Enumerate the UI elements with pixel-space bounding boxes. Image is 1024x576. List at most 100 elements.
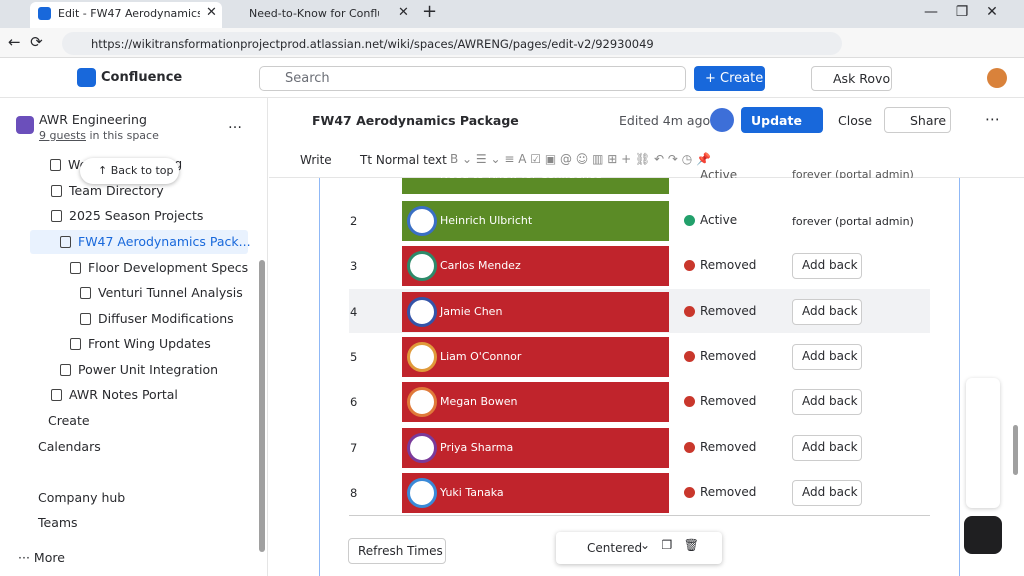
row-number: 5 <box>350 349 358 364</box>
text-style-label[interactable]: Normal text <box>375 153 447 167</box>
share-button[interactable] <box>884 107 951 133</box>
new-tab[interactable]: + <box>422 1 438 22</box>
add-back-button[interactable] <box>792 479 862 506</box>
status: Removed <box>700 394 757 409</box>
tree-icon <box>50 159 61 171</box>
tree-icon <box>51 185 62 197</box>
tab-active[interactable] <box>30 2 222 28</box>
tab-icon <box>38 7 51 20</box>
tab-title[interactable]: Edit - FW47 Aerodynamics Packag <box>58 7 200 20</box>
back-to-top-text[interactable]: Back to top <box>110 164 174 177</box>
tree-item[interactable]: AWR Notes Portal <box>69 387 178 402</box>
tree-item[interactable]: Create <box>48 413 90 428</box>
name: Need-to-Know for Confluence <box>440 168 602 178</box>
floating-button[interactable] <box>964 516 1002 554</box>
add-back-label[interactable]: Add back <box>802 484 858 499</box>
space-icon <box>16 116 34 134</box>
name-cell <box>402 201 669 241</box>
row-number: 3 <box>350 259 358 274</box>
side-actions[interactable] <box>966 378 1000 508</box>
add-back-label[interactable]: Add back <box>802 258 858 273</box>
name-cell <box>402 427 669 468</box>
tree-item[interactable]: FW47 Aerodynamics Pack... <box>78 234 251 249</box>
add-back-button[interactable] <box>792 253 862 280</box>
status: Active <box>700 168 738 178</box>
format-buttons[interactable]: B ⌄ ☰ ⌄ ≡ A ☑ ▣ @ ☺ ▥ ⊞ + ⛓ ↶ ↷ ◷ 📌 <box>450 152 712 166</box>
add-back-button[interactable] <box>792 343 862 370</box>
create-text[interactable]: Create <box>720 71 764 86</box>
add-back-label[interactable]: Add back <box>802 348 858 363</box>
add-back-button[interactable] <box>792 298 862 325</box>
close-button[interactable]: Close <box>838 113 873 128</box>
row-number: 6 <box>350 395 358 410</box>
avatar <box>407 296 437 327</box>
add-back-button[interactable] <box>792 389 862 416</box>
row-number: 7 <box>350 440 358 455</box>
sidebar-link[interactable]: Teams <box>38 515 78 530</box>
tree-item[interactable]: Calendars <box>38 439 101 454</box>
tree-icon <box>60 364 71 376</box>
tab-title[interactable]: Need-to-Know for Confluence | S <box>249 7 379 20</box>
add-back-button[interactable] <box>792 434 862 461</box>
url[interactable]: https://wikitransformationprojectprod.at… <box>91 37 654 51</box>
add-back-label[interactable]: Add back <box>802 303 858 318</box>
share-label[interactable]: Share <box>910 113 947 128</box>
status: Removed <box>700 303 757 318</box>
back-to-top[interactable] <box>80 158 179 184</box>
guests-suffix: in this space <box>89 129 159 142</box>
name: Priya Sharma <box>440 440 514 454</box>
window-controls[interactable]: — ❐ ✕ <box>924 4 998 20</box>
name: Heinrich Ulbricht <box>440 214 533 227</box>
refresh-label[interactable]: Refresh Times <box>358 544 443 558</box>
back-to-top-label[interactable]: ↑ Back to top <box>98 164 174 177</box>
rovo-label[interactable]: Ask Rovo <box>833 71 891 86</box>
tree-item[interactable]: 2025 Season Projects <box>69 208 204 223</box>
alignment-icons[interactable]: ⌄ ❐ 🗑 <box>640 538 699 552</box>
text-style[interactable]: Tt Normal text <box>360 153 447 167</box>
create-label[interactable]: + Create <box>705 71 764 86</box>
tree-icon <box>80 313 91 325</box>
refresh-button[interactable] <box>348 538 446 564</box>
more-text[interactable]: More <box>33 550 65 565</box>
tree-icon <box>80 287 91 299</box>
guests-link[interactable]: 9 guests <box>39 129 86 142</box>
app-name[interactable]: Confluence <box>101 70 183 85</box>
tree-item[interactable]: Front Wing Updates <box>88 336 211 351</box>
update-label[interactable]: Update <box>751 113 802 128</box>
tree-item[interactable]: Diffuser Modifications <box>98 311 234 326</box>
create-button[interactable] <box>694 66 765 91</box>
expiry: forever (portal admin) <box>792 215 914 228</box>
space-more[interactable]: … <box>228 116 242 132</box>
sidebar-scrollbar[interactable] <box>259 260 265 552</box>
search-box[interactable] <box>259 66 686 91</box>
name-cell <box>402 336 669 377</box>
content-frame <box>319 178 960 576</box>
address-bar[interactable] <box>62 32 842 55</box>
alignment-select[interactable]: Centered <box>587 541 643 555</box>
tree-icon <box>70 262 81 274</box>
write-mode[interactable]: Write <box>300 153 332 167</box>
name-cell <box>402 178 669 194</box>
tab-close[interactable]: ✕ <box>206 5 217 20</box>
tree-item[interactable]: Team Directory <box>69 183 164 198</box>
name: Yuki Tanaka <box>440 485 504 499</box>
status: Removed <box>700 484 757 499</box>
rovo-button[interactable] <box>811 66 892 91</box>
nav-buttons[interactable]: ← ⟳ <box>8 33 43 51</box>
app-logo <box>77 68 96 87</box>
editor-avatar <box>710 108 734 132</box>
tree-item[interactable]: Floor Development Specs <box>88 260 249 275</box>
add-back-label[interactable]: Add back <box>802 394 858 409</box>
page-scrollbar[interactable] <box>1013 425 1018 475</box>
sidebar-link[interactable]: Company hub <box>38 490 126 505</box>
space-name[interactable]: AWR Engineering <box>39 112 147 127</box>
add-back-label[interactable]: Add back <box>802 439 858 454</box>
more-actions[interactable]: ⋯ <box>985 110 1000 128</box>
user-avatar[interactable] <box>987 68 1007 88</box>
tree-item[interactable]: Power Unit Integration <box>78 362 219 377</box>
sidebar-more[interactable]: ··· More <box>18 550 65 565</box>
tree-item[interactable]: Venturi Tunnel Analysis <box>98 285 243 300</box>
tab-close[interactable]: ✕ <box>398 5 409 20</box>
update-button[interactable] <box>741 107 823 133</box>
